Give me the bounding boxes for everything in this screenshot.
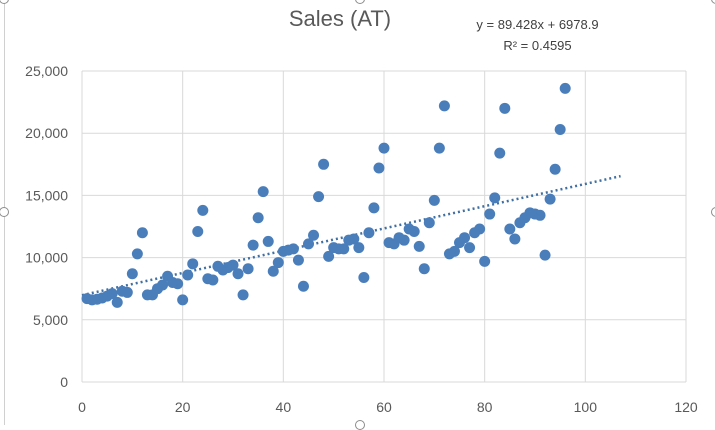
x-tick-label: 100 — [574, 399, 598, 415]
x-axis-tick-labels: 0 20 40 60 80 100 120 — [78, 399, 698, 415]
y-tick-label: 15,000 — [25, 187, 68, 203]
data-point[interactable] — [272, 257, 284, 269]
data-point[interactable] — [172, 278, 184, 290]
data-point[interactable] — [157, 279, 169, 291]
chart-resize-handle-right[interactable] — [711, 207, 715, 217]
data-point[interactable] — [358, 272, 370, 284]
data-point[interactable] — [297, 280, 309, 292]
data-point[interactable] — [308, 229, 320, 241]
chart-resize-handle-left[interactable] — [0, 207, 9, 217]
data-point[interactable] — [197, 204, 209, 216]
data-point[interactable] — [549, 163, 561, 175]
data-point[interactable] — [111, 296, 123, 308]
data-point[interactable] — [544, 193, 556, 205]
data-point[interactable] — [373, 162, 385, 174]
x-tick-label: 40 — [276, 399, 292, 415]
chart-resize-handle-top-right[interactable] — [711, 0, 715, 4]
data-point[interactable] — [353, 242, 365, 254]
y-tick-label: 20,000 — [25, 125, 68, 141]
data-point[interactable] — [448, 245, 460, 257]
y-tick-label: 25,000 — [25, 63, 68, 79]
data-point[interactable] — [378, 142, 390, 154]
data-point[interactable] — [292, 254, 304, 266]
data-point[interactable] — [368, 202, 380, 214]
grid-lines — [81, 70, 687, 383]
data-point[interactable] — [106, 288, 118, 300]
trendline-equation: y = 89.428x + 6978.9 — [476, 17, 599, 32]
data-point[interactable] — [459, 232, 471, 244]
data-point[interactable] — [187, 258, 199, 270]
data-point[interactable] — [418, 263, 430, 275]
data-point[interactable] — [318, 158, 330, 170]
data-point[interactable] — [237, 289, 249, 301]
data-point[interactable] — [136, 227, 148, 239]
data-point[interactable] — [348, 233, 360, 245]
data-point[interactable] — [489, 192, 501, 204]
data-point[interactable] — [499, 102, 511, 114]
data-point[interactable] — [398, 234, 410, 246]
data-point[interactable] — [559, 82, 571, 94]
data-point[interactable] — [433, 142, 445, 154]
data-point[interactable] — [192, 225, 204, 237]
data-point[interactable] — [428, 194, 440, 206]
data-point[interactable] — [534, 209, 546, 221]
data-point[interactable] — [423, 217, 435, 229]
data-point[interactable] — [262, 235, 274, 247]
data-point[interactable] — [232, 268, 244, 280]
x-tick-label: 0 — [78, 399, 86, 415]
chart-title: Sales (AT) — [288, 6, 392, 31]
data-point[interactable] — [363, 227, 375, 239]
data-point[interactable] — [126, 268, 138, 280]
data-point[interactable] — [554, 123, 566, 135]
data-point[interactable] — [287, 243, 299, 255]
data-point[interactable] — [494, 147, 506, 159]
data-point[interactable] — [121, 286, 133, 298]
x-tick-label: 20 — [175, 399, 191, 415]
data-point[interactable] — [479, 255, 491, 267]
x-tick-label: 80 — [477, 399, 493, 415]
data-point[interactable] — [252, 212, 264, 224]
data-point[interactable] — [257, 186, 269, 198]
data-point[interactable] — [338, 243, 350, 255]
y-tick-label: 0 — [60, 374, 68, 390]
trendline-r-squared: R² = 0.4595 — [503, 38, 572, 53]
data-point[interactable] — [207, 274, 219, 286]
y-tick-label: 5,000 — [33, 312, 68, 328]
data-point[interactable] — [438, 100, 450, 112]
data-point[interactable] — [227, 259, 239, 271]
x-tick-label: 60 — [376, 399, 392, 415]
data-point[interactable] — [303, 238, 314, 250]
data-point[interactable] — [509, 233, 521, 245]
data-point[interactable] — [182, 269, 194, 281]
y-axis-tick-labels: 0 5,000 10,000 15,000 20,000 25,000 — [25, 63, 68, 390]
data-point[interactable] — [474, 223, 486, 235]
data-point[interactable] — [131, 248, 143, 260]
data-point[interactable] — [247, 239, 259, 251]
data-point[interactable] — [413, 240, 425, 252]
data-point[interactable] — [539, 249, 551, 261]
data-point[interactable] — [267, 265, 279, 277]
y-tick-label: 10,000 — [25, 250, 68, 266]
data-point[interactable] — [323, 250, 335, 262]
data-point[interactable] — [464, 242, 476, 254]
data-point[interactable] — [313, 191, 325, 203]
data-point[interactable] — [177, 294, 189, 306]
data-point[interactable] — [408, 225, 420, 237]
data-point[interactable] — [504, 223, 516, 235]
data-point[interactable] — [484, 208, 496, 220]
x-tick-label: 120 — [674, 399, 698, 415]
data-points — [81, 82, 571, 308]
data-point[interactable] — [242, 263, 254, 275]
